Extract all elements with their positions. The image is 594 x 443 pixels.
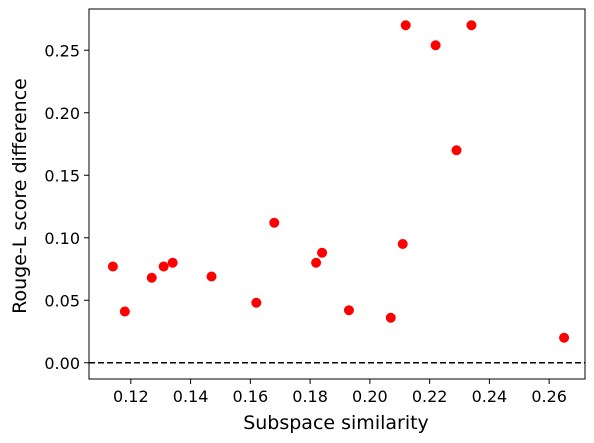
data-point-10 [317,247,328,258]
y-axis-label: Rouge-L score difference [9,78,31,314]
data-point-14 [400,20,411,31]
data-point-18 [559,332,570,343]
data-point-8 [269,217,280,228]
y-tick-label-1: 0.00 [44,354,80,373]
x-tick-label-3: 0.16 [233,387,269,406]
x-tick-label-4: 0.18 [292,387,328,406]
data-point-13 [397,239,408,249]
data-point-9 [311,257,322,268]
x-axis-label: Subspace similarity [243,412,429,434]
data-point-3 [146,272,157,283]
data-point-1 [107,261,118,272]
y-tick-label-5: 0.20 [44,104,80,123]
data-point-7 [251,297,262,308]
axes: 0.12 0.14 0.16 0.18 0.20 0.22 0.24 0.26 0.00 0.05… [44,8,586,406]
data-point-2 [119,306,130,317]
y-tick-label-2: 0.05 [44,291,80,310]
data-point-12 [385,312,396,323]
y-tick-label-3: 0.10 [44,229,80,248]
x-tick-label-1: 0.12 [113,387,149,406]
data-point-4 [158,261,169,272]
data-point-6 [206,271,217,282]
data-point-11 [343,305,354,316]
x-tick-label-6: 0.22 [412,387,448,406]
y-tick-label-6: 0.25 [44,41,80,60]
data-point-5 [167,257,178,268]
x-tick-label-8: 0.26 [531,387,567,406]
x-tick-label-5: 0.20 [352,387,388,406]
plot-frame [88,8,586,380]
data-point-17 [466,20,477,31]
x-tick-label-2: 0.14 [173,387,209,406]
data-point-15 [430,40,441,51]
x-tick-label-7: 0.24 [472,387,508,406]
y-tick-label-4: 0.15 [44,166,80,185]
data-points [107,20,570,343]
data-point-16 [451,145,462,156]
